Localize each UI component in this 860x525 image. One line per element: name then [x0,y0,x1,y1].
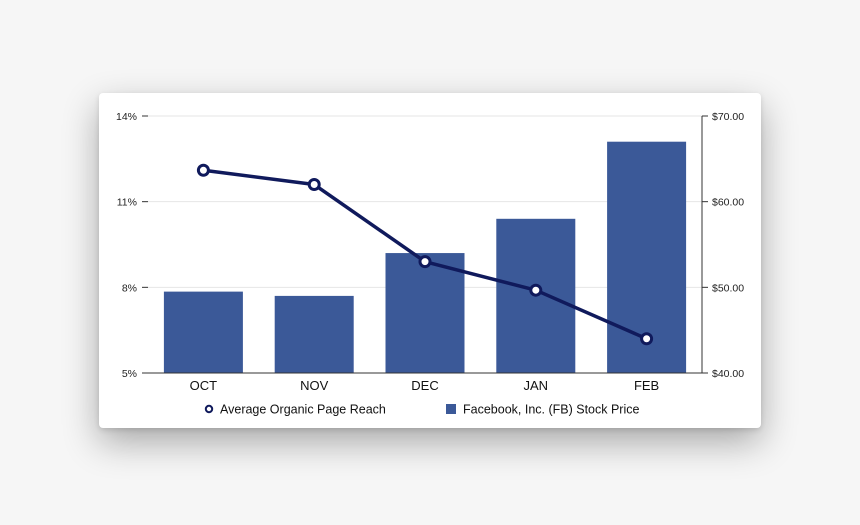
legend-line-label: Average Organic Page Reach [220,403,386,417]
legend-line-marker [204,404,214,414]
line-series [196,163,654,346]
bar-oct[interactable] [163,291,243,373]
bar-dec[interactable] [385,253,465,373]
right-tick-label: $70.00 [712,111,744,123]
left-tick-label: 11% [117,197,137,209]
right-tick-label: $60.00 [712,197,744,209]
category-label: NOV [300,378,329,393]
legend: Average Organic Page Reach Facebook, Inc… [204,403,639,417]
right-tick-label: $40.00 [712,368,744,380]
category-labels: OCT NOV DEC JAN FEB [190,378,660,393]
category-label: OCT [190,378,218,393]
bar-nov[interactable] [274,295,354,373]
right-axis-ticks: $40.00 $50.00 $60.00 $70.00 [702,111,744,380]
line-point-dec[interactable] [418,255,432,269]
legend-bar-label: Facebook, Inc. (FB) Stock Price [463,403,639,417]
line-point-nov[interactable] [307,178,321,192]
left-tick-label: 14% [116,111,137,123]
legend-bar-marker [446,404,456,414]
axes [148,116,703,374]
left-tick-label: 5% [122,368,137,380]
combo-chart: 5% 8% 11% 14% $40.00 $50.00 $60.00 $70.00 OCT N… [116,111,744,417]
left-tick-label: 8% [122,282,137,294]
right-tick-label: $50.00 [712,282,744,294]
left-axis-ticks: 5% 8% 11% 14% [116,111,148,380]
category-label: DEC [411,378,438,393]
line-point-oct[interactable] [196,163,210,177]
legend-item-line[interactable]: Average Organic Page Reach [204,403,386,417]
bar-series [163,141,687,373]
legend-item-bar[interactable]: Facebook, Inc. (FB) Stock Price [446,403,639,417]
line-point-jan[interactable] [529,283,543,297]
category-label: FEB [634,378,659,393]
chart-card: 5% 8% 11% 14% $40.00 $50.00 $60.00 $70.00 OCT N… [99,93,761,428]
category-label: JAN [524,378,549,393]
line-point-feb[interactable] [640,332,654,346]
